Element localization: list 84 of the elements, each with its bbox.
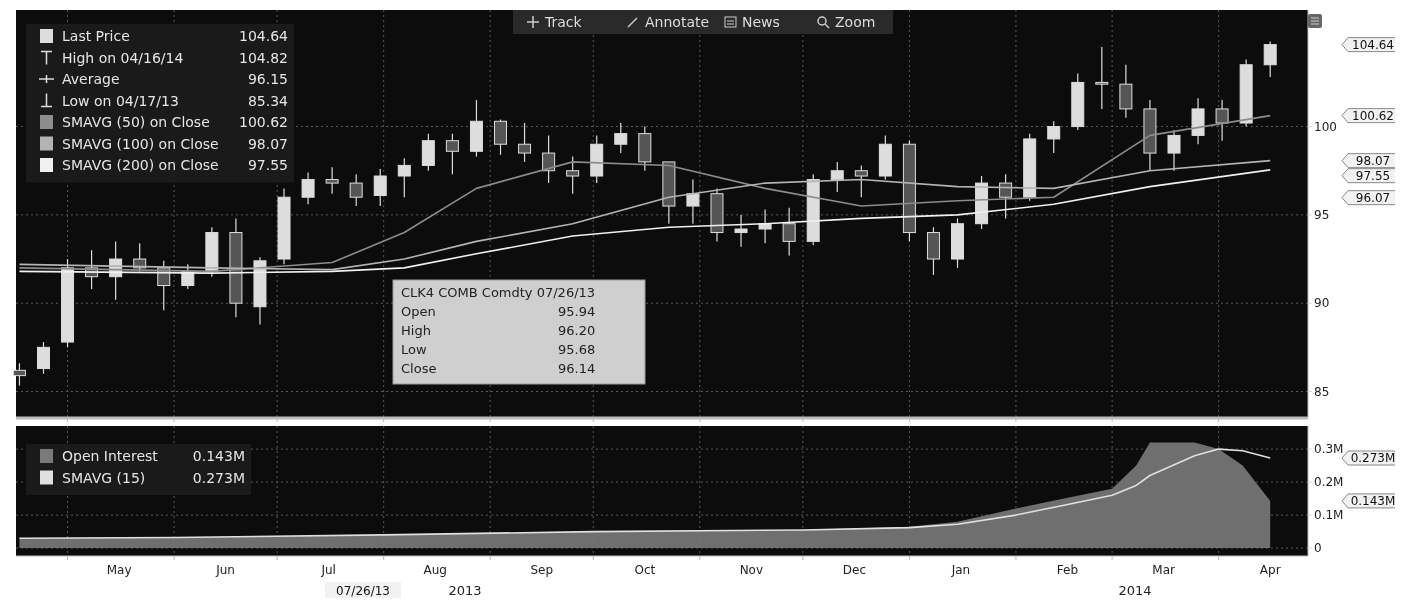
y-tick-label: 95: [1314, 207, 1330, 222]
annotation: Annotate: [645, 14, 710, 30]
candlestick: [445, 133, 459, 175]
candlestick: [349, 173, 363, 207]
y-tick-label: 85: [1314, 384, 1330, 399]
annotation: Zoom: [835, 14, 876, 30]
candlestick: [734, 214, 748, 248]
text: 0.273M: [1350, 451, 1396, 466]
annotation: News: [742, 14, 780, 30]
line-series: [18, 448, 1271, 539]
x-tick-label: Jun: [215, 563, 235, 577]
x-tick-label: Jul: [320, 563, 336, 577]
x-tick-label: Aug: [423, 563, 447, 577]
legend-label: Open Interest: [62, 448, 159, 464]
text: 100.62: [1352, 108, 1394, 123]
annotation: Close: [401, 361, 437, 376]
candlestick: [1047, 120, 1061, 154]
annotation: 96.20: [558, 323, 596, 338]
candlestick: [758, 208, 772, 244]
legend-label: SMAVG (100) on Close: [62, 135, 219, 152]
annotation: High on 04/16/14: [62, 49, 184, 66]
line-series: [18, 114, 1271, 273]
annotation: Low: [401, 342, 427, 357]
text: 07/26/13: [336, 584, 391, 598]
candlestick: [830, 161, 844, 193]
candlestick: [36, 341, 50, 375]
candlestick: [1095, 46, 1109, 110]
x-tick-label: Nov: [739, 563, 764, 577]
y-tick-label: 0: [1314, 541, 1322, 556]
legend-label: Last Price: [62, 28, 130, 44]
x-tick-label: May: [106, 563, 132, 577]
candlestick: [301, 171, 315, 205]
y-tick-label: 0.2M: [1314, 475, 1344, 490]
annotation: 96.14: [558, 361, 596, 376]
annotation: High: [401, 323, 431, 338]
candlestick: [1167, 129, 1181, 172]
annotation: Track: [544, 14, 583, 30]
annotation: Low on 04/17/13: [62, 92, 179, 109]
annotation: 95.94: [558, 304, 596, 319]
candlestick: [614, 122, 628, 154]
annotation: 95.68: [558, 342, 596, 357]
x-tick-label: Feb: [1056, 563, 1079, 577]
x-tick-label: Sep: [530, 563, 554, 577]
candlestick: [397, 157, 411, 198]
annotation: Average: [62, 71, 120, 87]
annotation: 0.143M: [192, 448, 245, 464]
annotation: 97.55: [247, 157, 288, 173]
annotation: 100.62: [239, 114, 288, 130]
y-tick-label: 0.3M: [1314, 442, 1344, 457]
candlestick: [12, 362, 26, 387]
legend-label: SMAVG (50) on Close: [62, 114, 210, 130]
candlestick: [566, 156, 580, 195]
y-tick-label: 90: [1314, 296, 1330, 311]
text: 98.07: [1355, 153, 1391, 168]
text: 96.07: [1355, 190, 1391, 205]
x-tick-label: Apr: [1259, 563, 1281, 577]
y-tick-label: 100: [1314, 119, 1337, 134]
text: 2014: [1118, 583, 1152, 598]
legend-label: SMAVG (15): [62, 469, 146, 486]
annotation: 98.07: [247, 135, 288, 152]
x-tick-label: Mar: [1152, 563, 1176, 577]
candlestick: [854, 164, 868, 198]
y-tick-label: 0.1M: [1314, 508, 1344, 523]
annotation: Open: [401, 304, 436, 319]
annotation: 104.82: [239, 49, 288, 66]
annotation: 104.64: [239, 28, 289, 44]
legend-label: SMAVG (200) on Close: [62, 157, 219, 173]
text: 97.55: [1355, 168, 1391, 183]
candlestick: [1263, 40, 1277, 78]
candlestick: [542, 134, 556, 184]
annotation: CLK4 COMB Comdty 07/26/13: [401, 285, 596, 300]
candlestick: [686, 178, 700, 225]
candlestick: [133, 242, 147, 272]
x-tick-label: Oct: [634, 563, 656, 577]
annotation: 0.273M: [192, 469, 245, 486]
text: 0.143M: [1350, 493, 1396, 508]
x-tick-label: Dec: [842, 563, 867, 577]
x-tick-label: Jan: [950, 563, 971, 577]
annotation: 85.34: [247, 92, 289, 109]
annotation: 96.15: [247, 71, 288, 87]
text: 104.64: [1352, 37, 1394, 52]
candlestick: [325, 166, 339, 195]
candlestick: [373, 168, 387, 207]
text: 2013: [448, 583, 482, 598]
